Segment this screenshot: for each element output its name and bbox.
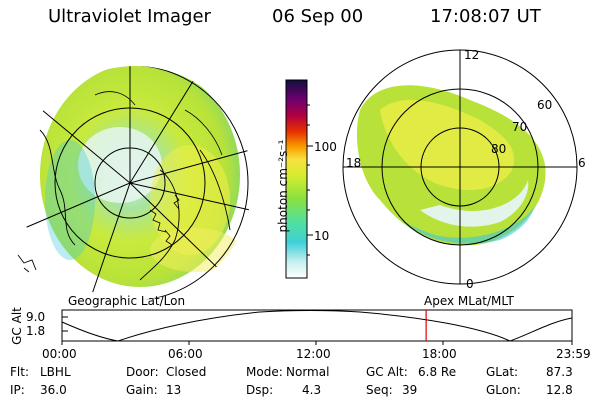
gc-alt-value: 6.8 Re	[418, 365, 457, 379]
date-label: 06 Sep 00	[272, 6, 364, 27]
apex-grid	[342, 49, 578, 285]
door-label: Door:	[126, 365, 159, 379]
lat-label-60: 60	[537, 98, 553, 112]
dsp-value: 4.3	[302, 383, 322, 397]
gc-alt-label: GC Alt:	[366, 365, 408, 379]
glon-value: 12.8	[546, 383, 573, 397]
door-value: Closed	[166, 365, 207, 379]
gain-value: 13	[166, 383, 182, 397]
altitude-xtick-0000: 00:00	[42, 347, 77, 361]
app-title: Ultraviolet Imager	[48, 6, 211, 27]
mlt-label-18: 18	[346, 156, 362, 170]
dsp-label: Dsp:	[246, 383, 274, 397]
mlt-label-0: 0	[466, 277, 474, 291]
gain-label: Gain:	[126, 383, 158, 397]
time-label: 17:08:07 UT	[430, 6, 541, 27]
seq-value: 39	[402, 383, 418, 397]
mlt-label-6: 6	[578, 156, 586, 170]
glat-label: GLat:	[486, 365, 519, 379]
lat-label-80: 80	[491, 142, 507, 156]
ip-label: IP:	[10, 383, 25, 397]
colorbar-unit-label: photon cm⁻²s⁻¹	[276, 139, 290, 233]
altitude-ylabel: GC Alt	[10, 307, 24, 345]
mode-label: Mode:	[246, 365, 283, 379]
altitude-curve	[61, 310, 573, 342]
colorbar	[286, 80, 307, 278]
glon-label: GLon:	[486, 383, 521, 397]
colorbar-tick-10: 10	[314, 229, 330, 243]
mode-value: Normal	[286, 365, 330, 379]
glat-value: 87.3	[546, 365, 573, 379]
altitude-plot-frame	[61, 309, 573, 342]
geographic-image	[18, 66, 251, 300]
filter-value: LBHL	[40, 365, 71, 379]
altitude-xtick-0600: 06:00	[168, 347, 203, 361]
altitude-xtick-1800: 18:00	[422, 347, 457, 361]
filter-label: Flt:	[10, 365, 29, 379]
mlt-label-12: 12	[464, 48, 480, 62]
altitude-xtick-2359: 23:59	[556, 347, 591, 361]
seq-label: Seq:	[366, 383, 393, 397]
left-panel-label: Geographic Lat/Lon	[68, 294, 186, 308]
altitude-ytick-high: 9.0	[26, 310, 46, 324]
lat-label-70: 70	[512, 120, 528, 134]
altitude-xtick-1200: 12:00	[296, 347, 331, 361]
altitude-ytick-low: 1.8	[26, 324, 46, 338]
right-panel-label: Apex MLat/MLT	[424, 294, 514, 308]
coastline-fragment	[17, 254, 37, 273]
apex-image	[356, 85, 546, 246]
ip-value: 36.0	[40, 383, 67, 397]
colorbar-tick-100: 100	[314, 140, 337, 154]
